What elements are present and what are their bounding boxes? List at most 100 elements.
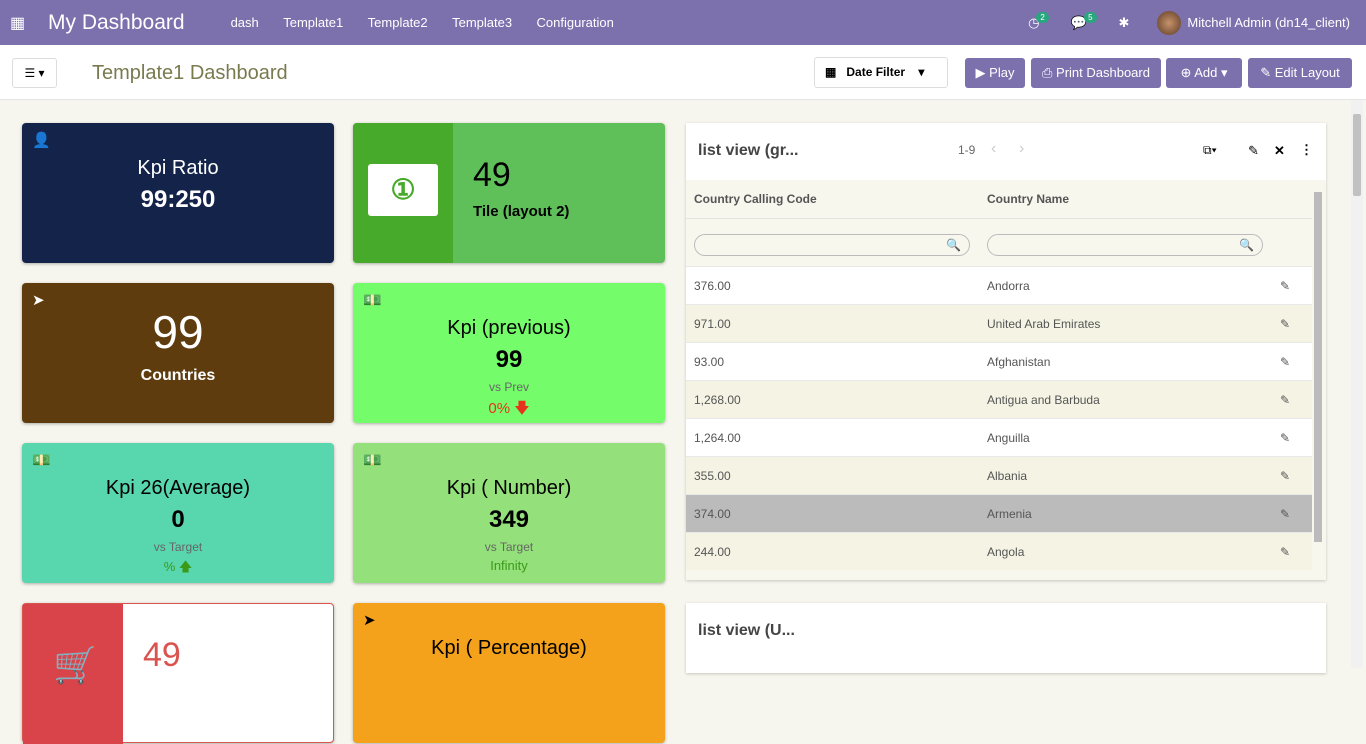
page-scrollbar[interactable] [1351, 100, 1363, 668]
cell-calling-code: 971.00 [694, 317, 731, 331]
menu-template2[interactable]: Template2 [367, 14, 428, 30]
kpi-number-tile[interactable]: 💵 Kpi ( Number) 349 vs Target Infinity [353, 443, 665, 583]
row-edit-pencil-icon[interactable]: ✎ [1280, 545, 1291, 559]
tile-value: 349 [488, 506, 530, 533]
table-row[interactable]: 971.00 United Arab Emirates ✎ [686, 304, 1312, 342]
table-row[interactable]: 244.00 Angola ✎ [686, 532, 1312, 570]
list-view-panel-2: list view (U... [686, 603, 1326, 673]
row-edit-pencil-icon[interactable]: ✎ [1280, 279, 1291, 293]
tile-layout2[interactable]: ① 49 Tile (layout 2) [353, 123, 665, 263]
user-menu[interactable]: Mitchell Admin (dn14_client) [1187, 15, 1350, 30]
cell-country-name: Afghanistan [987, 355, 1051, 369]
tile-title: Kpi (previous) [447, 317, 571, 339]
print-icon: ⎙ [1042, 65, 1053, 80]
pager-next-icon[interactable]: › [1019, 140, 1025, 157]
pencil-icon: ✎ [1260, 65, 1272, 80]
tile-compare-label: vs Target [153, 540, 203, 554]
country-name-search-input[interactable]: 🔍 [987, 234, 1263, 256]
kpi-ratio-tile[interactable]: 👤 Kpi Ratio 99:250 [22, 123, 334, 263]
avatar[interactable] [1157, 10, 1182, 35]
table-row[interactable]: 355.00 Albania ✎ [686, 456, 1312, 494]
arrow-down-icon: 🡇 [514, 400, 530, 417]
apps-menu-icon[interactable]: ▦ [10, 14, 26, 32]
add-button[interactable]: ⊕ Add ▾ [1166, 58, 1242, 88]
menu-dash[interactable]: dash [230, 14, 259, 30]
kpi-percentage-tile[interactable]: ➤ Kpi ( Percentage) [353, 603, 665, 743]
panel-title: list view (U... [698, 622, 795, 639]
activity-clock-icon[interactable]: ◷ [1028, 14, 1040, 30]
row-edit-pencil-icon[interactable]: ✎ [1280, 507, 1291, 521]
tile-delta: 0% [488, 400, 511, 417]
calendar-icon: ▦ [825, 65, 837, 79]
tile-value: 49 [143, 636, 181, 674]
table-row[interactable]: 93.00 Afghanistan ✎ [686, 342, 1312, 380]
top-navbar: ▦ My Dashboard dash Template1 Template2 … [0, 0, 1366, 45]
tile-cart[interactable]: 🛒 49 [22, 603, 334, 744]
tile-value: 0 [171, 506, 185, 533]
debug-bug-icon[interactable]: ✱ [1118, 14, 1130, 30]
cell-calling-code: 93.00 [694, 355, 725, 369]
settings-dropdown-button[interactable]: ☰ ▾ [12, 58, 57, 88]
copy-dropdown-icon[interactable]: ⧉▾ [1203, 143, 1217, 157]
print-label: Print Dashboard [1056, 65, 1150, 80]
tile-title: Kpi ( Number) [446, 477, 572, 499]
column-header-calling-code[interactable]: Country Calling Code [694, 192, 817, 206]
kpi-previous-tile[interactable]: 💵 Kpi (previous) 99 vs Prev 0% 🡇 [353, 283, 665, 423]
tile-icon-panel: ① [353, 123, 453, 263]
user-icon: 👤 [32, 132, 51, 149]
row-edit-pencil-icon[interactable]: ✎ [1280, 355, 1291, 369]
tile-title: Kpi 26(Average) [105, 477, 251, 499]
table-row[interactable]: 1,264.00 Anguilla ✎ [686, 418, 1312, 456]
play-icon: ▶ [975, 65, 986, 80]
page-title: Template1 Dashboard [92, 62, 288, 84]
tile-title: Kpi ( Percentage) [431, 637, 587, 659]
list-view-panel: list view (gr... 1-9 ‹ › ⧉▾ ✎ ✕ ⋮ Countr… [686, 123, 1326, 580]
row-edit-pencil-icon[interactable]: ✎ [1280, 393, 1291, 407]
money-icon: ① [368, 164, 438, 216]
row-edit-pencil-icon[interactable]: ✎ [1280, 469, 1291, 483]
table-row[interactable]: 1,268.00 Antigua and Barbuda ✎ [686, 380, 1312, 418]
edit-label: Edit Layout [1274, 65, 1340, 80]
messages-icon[interactable]: 💬 [1070, 14, 1088, 30]
shopping-cart-icon: 🛒 [53, 644, 98, 685]
sliders-icon: ☰ ▾ [24, 66, 45, 80]
date-filter-dropdown[interactable]: ▦ Date Filter ▾ [814, 57, 948, 88]
pager-value: 1-9 [958, 143, 976, 157]
table-scrollbar[interactable] [1314, 192, 1322, 542]
money-icon: 💵 [363, 452, 382, 469]
tile-value: 49 [473, 156, 511, 194]
tile-icon-panel: 🛒 [23, 604, 123, 744]
edit-pencil-icon[interactable]: ✎ [1248, 143, 1259, 158]
money-icon: 💵 [363, 292, 382, 309]
cell-country-name: Albania [987, 469, 1028, 483]
cell-calling-code: 355.00 [694, 469, 731, 483]
play-button[interactable]: ▶ Play [965, 58, 1025, 88]
tile-title: Countries [140, 367, 216, 384]
calling-code-search-input[interactable]: 🔍 [694, 234, 970, 256]
print-dashboard-button[interactable]: ⎙ Print Dashboard [1031, 58, 1161, 88]
cell-calling-code: 244.00 [694, 545, 731, 559]
table-row[interactable]: 376.00 Andorra ✎ [686, 266, 1312, 304]
tile-delta: % [163, 559, 176, 574]
kpi-average-tile[interactable]: 💵 Kpi 26(Average) 0 vs Target % 🡅 [22, 443, 334, 583]
tile-value: 99 [152, 306, 204, 358]
menu-configuration[interactable]: Configuration [536, 14, 614, 30]
more-options-icon[interactable]: ⋮ [1300, 142, 1313, 157]
app-title[interactable]: My Dashboard [48, 10, 185, 34]
row-edit-pencil-icon[interactable]: ✎ [1280, 431, 1291, 445]
pager-prev-icon[interactable]: ‹ [991, 140, 997, 157]
tile-compare-label: vs Prev [488, 380, 529, 394]
countries-tile[interactable]: ➤ 99 Countries [22, 283, 334, 423]
search-icon: 🔍 [1239, 238, 1254, 252]
cell-country-name: United Arab Emirates [987, 317, 1101, 331]
menu-template3[interactable]: Template3 [452, 14, 513, 30]
row-edit-pencil-icon[interactable]: ✎ [1280, 317, 1291, 331]
cell-country-name: Armenia [987, 507, 1032, 521]
edit-layout-button[interactable]: ✎ Edit Layout [1248, 58, 1352, 88]
search-icon: 🔍 [946, 238, 961, 252]
cell-calling-code: 1,264.00 [694, 431, 741, 445]
menu-template1[interactable]: Template1 [283, 14, 344, 30]
table-row[interactable]: 374.00 Armenia ✎ [686, 494, 1312, 532]
close-icon[interactable]: ✕ [1274, 143, 1285, 158]
column-header-country-name[interactable]: Country Name [987, 192, 1070, 206]
